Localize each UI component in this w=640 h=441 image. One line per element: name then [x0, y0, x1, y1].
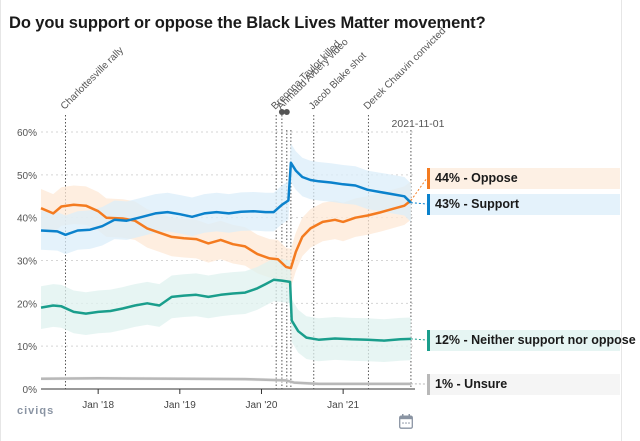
event-label: Derek Chauvin convicted — [362, 26, 448, 112]
y-tick-label: 20% — [17, 299, 37, 310]
event-dot — [278, 109, 285, 115]
legend-neither-swatch — [427, 330, 430, 351]
y-tick-label: 50% — [17, 171, 37, 182]
current-date-label: 2021-11-01 — [392, 118, 445, 130]
legend-unsure-swatch — [427, 374, 430, 395]
y-tick-label: 10% — [17, 342, 37, 353]
legend-unsure-label: 1% - Unsure — [435, 377, 508, 391]
civiqs-logo: civiqs — [17, 405, 55, 417]
legend-connector — [410, 202, 428, 205]
series-line — [40, 278, 411, 342]
x-tick-label: Jan '21 — [327, 400, 359, 411]
series-line — [40, 161, 412, 237]
legend-neither[interactable]: 12% - Neither support nor oppose — [427, 330, 636, 351]
legend-oppose[interactable]: 44% - Oppose — [427, 168, 620, 189]
legend-unsure[interactable]: 1% - Unsure — [427, 374, 620, 395]
legend-oppose-swatch — [427, 168, 430, 189]
legend-oppose-label: 44% - Oppose — [435, 171, 518, 185]
x-tick-label: Jan '20 — [246, 400, 278, 411]
chart-card — [0, 0, 622, 441]
y-tick-label: 40% — [17, 214, 37, 225]
series-line — [40, 199, 412, 270]
legend-neither-label: 12% - Neither support nor oppose — [435, 333, 636, 347]
event-label: Charlottesville rally — [59, 45, 126, 112]
confidence-band — [41, 143, 411, 255]
x-tick-label: Jan '19 — [164, 400, 196, 411]
y-tick-label: 30% — [17, 257, 37, 268]
event-dot — [283, 109, 290, 115]
calendar-icon[interactable] — [399, 414, 413, 429]
confidence-band — [41, 258, 411, 362]
series-line — [40, 377, 411, 386]
legend-support-swatch — [427, 194, 430, 215]
y-tick-label: 0% — [23, 385, 38, 396]
x-tick-label: Jan '18 — [82, 400, 114, 411]
legend-connector — [410, 338, 428, 341]
chart-title: Do you support or oppose the Black Lives… — [9, 14, 486, 32]
legend-support[interactable]: 43% - Support — [427, 194, 620, 215]
legend-connector — [410, 177, 428, 201]
y-tick-label: 60% — [17, 128, 37, 139]
legend-support-label: 43% - Support — [435, 197, 520, 211]
